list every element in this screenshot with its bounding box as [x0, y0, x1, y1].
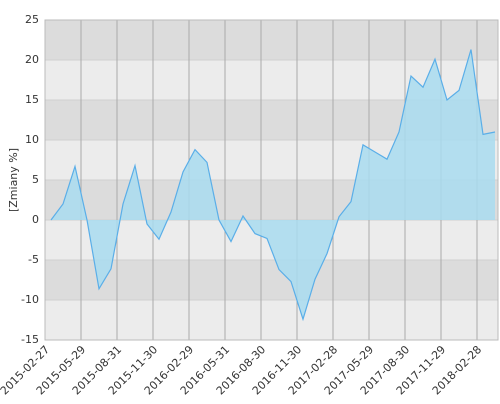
- y-tick-label: -10: [21, 293, 39, 306]
- y-tick-label: -5: [28, 253, 39, 266]
- y-tick-label: 5: [32, 173, 39, 186]
- area: [51, 49, 495, 320]
- y-tick-label: -15: [21, 333, 39, 346]
- line: [50, 49, 496, 322]
- plot-border: [44, 19, 499, 341]
- y-tick-label: 25: [25, 13, 39, 26]
- grid-band: [45, 20, 498, 60]
- y-axis-label: [Zmiany %]: [7, 148, 20, 212]
- grid-band: [45, 300, 498, 340]
- grid-band: [45, 260, 498, 300]
- y-tick-label: 0: [32, 213, 39, 226]
- y-tick-label: 15: [25, 93, 39, 106]
- y-tick-label: 20: [25, 53, 39, 66]
- y-tick-label: 10: [25, 133, 39, 146]
